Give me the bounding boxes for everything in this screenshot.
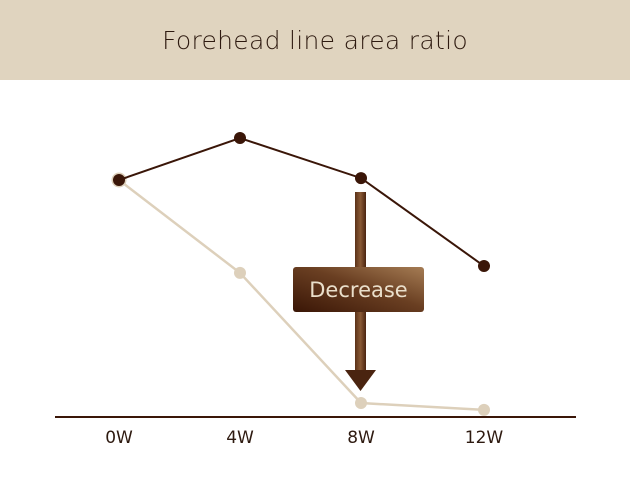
series-line-0 (118, 136, 485, 267)
chart-title: Forehead line area ratio (162, 25, 468, 55)
data-point-series-0-12W (478, 260, 490, 273)
data-point-series-0-4W (234, 132, 246, 145)
x-tick-label: 0W (105, 428, 133, 448)
annotation-box (293, 267, 424, 312)
x-tick-label: 8W (347, 428, 375, 448)
title-bar: Forehead line area ratio (0, 0, 630, 80)
arrow-head (345, 370, 376, 391)
data-point-series-1-12W (478, 403, 490, 416)
series-line-1 (118, 179, 485, 412)
decrease-annotation: Decrease (293, 192, 424, 391)
data-point-series-0-8W (355, 172, 367, 185)
x-tick-label: 12W (465, 428, 504, 448)
data-point-series-1-8W (355, 397, 367, 410)
annotation-label: Decrease (309, 278, 407, 302)
x-tick-label: 4W (226, 428, 254, 448)
data-point-series-0-0W (113, 174, 125, 186)
data-point-series-1-4W (234, 266, 246, 279)
